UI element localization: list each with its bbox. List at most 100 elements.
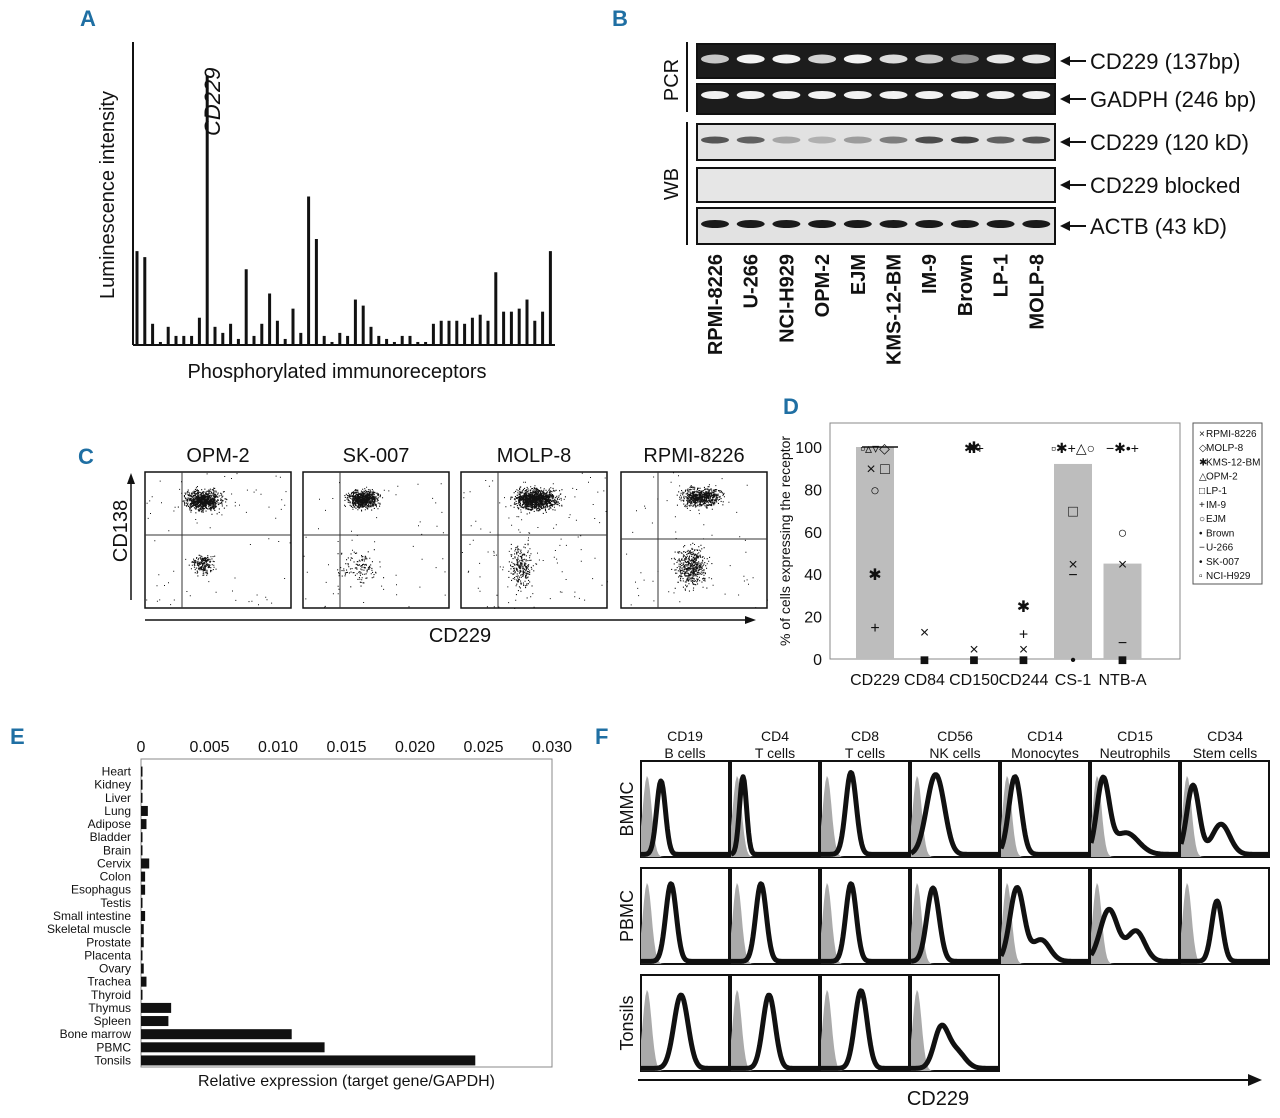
panel-e-category: Heart: [102, 765, 132, 779]
legend-entry: MOLP-8: [1206, 443, 1244, 454]
isotype-control-fill: [821, 989, 909, 1071]
panel-d-point: ✱: [967, 440, 980, 457]
panel-e-chart: 0 0.005 0.010 0.015 0.020 0.025 0.030 HeartKidn…: [47, 739, 572, 1090]
column-marker: CD19: [667, 728, 703, 744]
cd229-histogram-line: [729, 992, 821, 1071]
legend-symbol: +: [1199, 500, 1205, 511]
row-arrow-head: [1060, 94, 1070, 104]
lane-label: OPM-2: [812, 254, 834, 317]
blot-band: [879, 220, 908, 228]
blot-band: [701, 91, 729, 99]
column-marker: CD56: [937, 728, 973, 744]
panel-d-xtick: CS-1: [1055, 672, 1092, 689]
panel-d-point: +: [870, 620, 879, 637]
legend-symbol: □: [1199, 486, 1205, 497]
histogram-row-labels: BMMC PBMC Tonsils: [617, 782, 637, 1051]
histogram-frame: [910, 974, 1000, 1072]
cd229-histogram-line: [1088, 774, 1181, 857]
blot-band: [879, 136, 908, 144]
panel-e-xlabel: Relative expression (target gene/GAPDH): [198, 1073, 495, 1090]
panel-d-point: ■: [969, 652, 979, 669]
panel-d-top-markers: ▫▵▿◇: [860, 440, 890, 456]
panel-a-xlabel: Phosphorylated immunoreceptors: [187, 361, 486, 383]
isotype-control-fill: [731, 775, 819, 857]
histogram-cell: [909, 760, 1001, 858]
legend-entry: SK-007: [1206, 557, 1240, 568]
blot-band: [808, 220, 837, 228]
panel-e-bar: [141, 976, 147, 987]
panel-e-category: Bladder: [90, 830, 131, 844]
row-label: BMMC: [617, 782, 637, 837]
lane-label: EJM: [848, 254, 870, 295]
blot-band: [915, 91, 944, 99]
cd229-histogram-line: [639, 992, 731, 1071]
lane-label: Brown: [955, 254, 977, 316]
cd229-histogram-line: [1088, 906, 1181, 964]
panel-e: E 0 0.005 0.010 0.015 0.020 0.025 0.030 HeartKi…: [10, 724, 572, 1090]
panel-e-category: Thymus: [88, 1001, 131, 1015]
panel-d-point: ×: [866, 461, 875, 478]
panel-e-category: Colon: [100, 870, 131, 884]
lane-label: RPMI-8226: [705, 254, 727, 355]
panel-d-legend-box: [1192, 422, 1263, 585]
row-label: ACTB (43 kD): [1090, 214, 1227, 239]
isotype-control-fill: [1001, 882, 1089, 964]
panel-d-bar: [1054, 463, 1092, 659]
blot-strips: [696, 43, 1056, 245]
panel-e-bar: [141, 766, 143, 777]
cd229-histogram-line: [819, 881, 911, 964]
panel-d: D 0 20 40 60 80 100 CD229 CD84 CD150 CD244 CS-1 NTB…: [777, 394, 1263, 689]
blot-band: [915, 54, 944, 64]
panel-d-top-markers: −✱•+: [1106, 440, 1139, 456]
panel-d-point: +: [1019, 627, 1028, 644]
column-cell-type: T cells: [755, 745, 795, 761]
dot-cloud: [461, 472, 608, 609]
panel-d-xtick: CD84: [904, 672, 945, 689]
histogram-cell: [819, 974, 911, 1072]
column-marker: CD4: [761, 728, 789, 744]
column-marker: CD14: [1027, 728, 1063, 744]
histogram-frame: [820, 867, 910, 965]
panel-e-bar: [141, 832, 143, 843]
panel-e-label: E: [10, 724, 25, 749]
panel-e-bar: [141, 911, 146, 921]
panel-d-point: ○: [1118, 525, 1128, 542]
blot-band: [701, 220, 729, 228]
legend-entry: EJM: [1206, 514, 1226, 525]
isotype-control-fill: [1181, 775, 1269, 857]
histogram-grid: [639, 760, 1271, 1072]
panel-e-bar: [141, 1002, 172, 1013]
blot-band: [950, 91, 979, 99]
panel-d-chart: 0 20 40 60 80 100 CD229 CD84 CD150 CD244 CS-1 NTB-A…: [777, 422, 1181, 689]
row-label: GADPH (246 bp): [1090, 87, 1256, 112]
panel-d-point: −: [1118, 635, 1127, 652]
histogram-cell: [729, 974, 821, 1072]
panel-d-point: □: [880, 461, 890, 478]
dot-cloud: [146, 473, 291, 606]
legend-symbol: ○: [1199, 514, 1205, 525]
panel-e-category: Esophagus: [71, 883, 131, 897]
row-arrow-head: [1060, 56, 1070, 66]
blot-band: [986, 136, 1015, 144]
histogram-cell: [729, 760, 821, 858]
histogram-cell: [1179, 867, 1271, 965]
panel-e-bar: [141, 819, 147, 830]
legend-symbol: −: [1199, 543, 1205, 554]
histogram-cell: [1178, 760, 1271, 858]
panel-d-point: ■: [920, 652, 930, 669]
cd229-histogram-line: [998, 885, 1091, 964]
panel-a: A CD229 Luminescence intensity Phosphory…: [80, 6, 555, 383]
legend-symbol: △: [1199, 472, 1207, 483]
panel-d-point: ×: [920, 624, 929, 641]
panel-a-cd229-label: CD229: [200, 68, 225, 136]
panel-c-xlabel: CD229: [429, 625, 491, 647]
dot-plot-title: OPM-2: [186, 445, 249, 467]
panel-e-category: Bone marrow: [60, 1027, 132, 1041]
panel-e-category: Brain: [103, 843, 131, 857]
blot-band: [950, 54, 979, 64]
panel-e-xtick: 0.005: [189, 739, 229, 756]
blot-band: [915, 136, 944, 144]
isotype-control-fill: [1181, 882, 1269, 964]
panel-e-category: Adipose: [88, 817, 132, 831]
